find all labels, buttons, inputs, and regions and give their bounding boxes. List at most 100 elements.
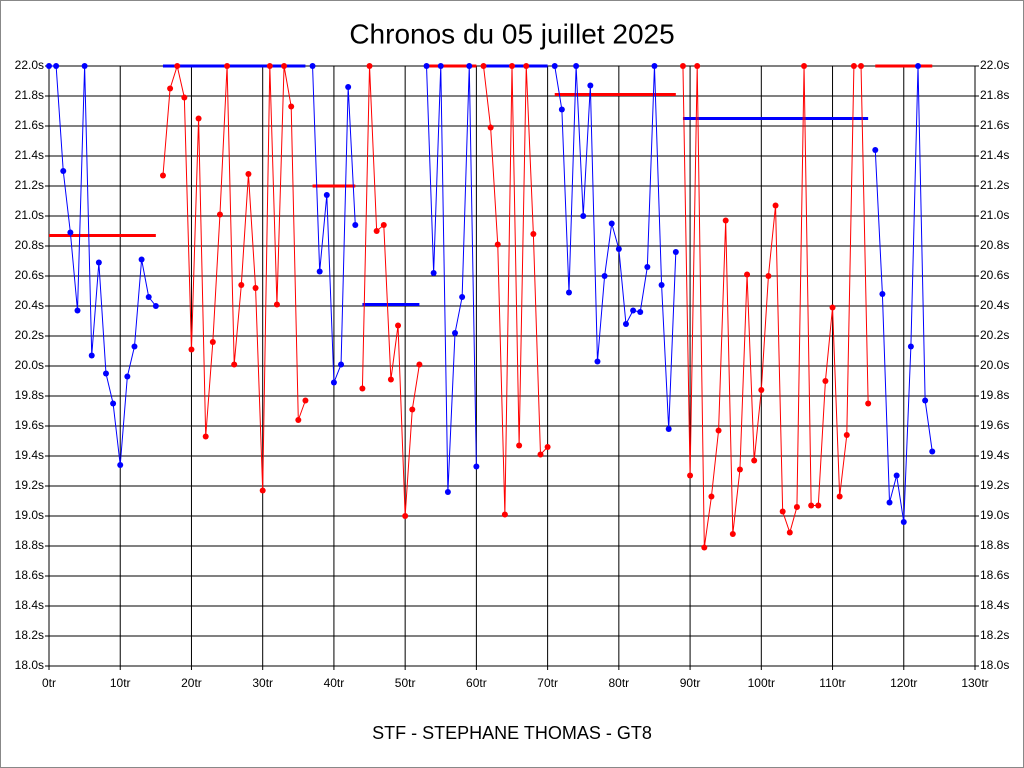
lap-point [416, 361, 423, 368]
x-tick-label: 60tr [466, 676, 487, 690]
y2-tick-label: 19.8s [980, 388, 1009, 402]
lap-point [281, 63, 288, 69]
x-tick-label: 110tr [819, 676, 845, 690]
y-tick-label: 22.0s [15, 58, 44, 72]
lap-point [829, 304, 836, 311]
y-tick-label: 18.8s [15, 538, 44, 552]
lap-point [309, 63, 316, 69]
y2-tick-label: 18.0s [980, 658, 1009, 672]
lap-point [266, 63, 273, 69]
y-tick-label: 19.4s [15, 448, 44, 462]
lap-point [88, 352, 95, 359]
lap-point [387, 376, 394, 383]
lap-point [530, 231, 537, 237]
lap-point [473, 463, 480, 470]
lap-point [665, 426, 672, 432]
lap-point [466, 63, 473, 69]
lap-point [74, 307, 81, 314]
lap-point [850, 63, 857, 69]
lap-point [409, 406, 416, 413]
chart-footer: STF - STEPHANE THOMAS - GT8 [372, 723, 652, 743]
lap-point [46, 63, 52, 69]
lap-point [594, 358, 601, 365]
lap-point [81, 63, 88, 69]
y2-tick-label: 21.6s [980, 118, 1009, 132]
lap-point [644, 264, 651, 270]
lap-point [174, 63, 181, 69]
y2-tick-label: 20.6s [980, 268, 1009, 282]
lap-point [359, 385, 366, 392]
lap-point [679, 63, 686, 69]
x-tick-label: 30tr [252, 676, 273, 690]
y2-tick-label: 22.0s [980, 58, 1009, 72]
lap-point [836, 493, 843, 500]
lap-point [772, 202, 779, 209]
lap-point [915, 63, 922, 69]
lap-point [580, 213, 587, 219]
lap-line [483, 65, 548, 515]
lap-point [565, 289, 572, 296]
lap-point [694, 63, 701, 69]
lap-point [779, 508, 786, 515]
x-tick-label: 80tr [609, 676, 630, 690]
lap-point [651, 63, 658, 69]
y2-tick-label: 19.6s [980, 418, 1009, 432]
lap-point [437, 63, 444, 69]
lap-point [480, 63, 487, 69]
lap-point [808, 502, 815, 509]
lap-point [202, 433, 209, 440]
lap-point [53, 63, 60, 69]
y-tick-label: 18.2s [15, 628, 44, 642]
y2-tick-label: 18.8s [980, 538, 1009, 552]
lap-point [558, 106, 565, 113]
y-tick-label: 20.2s [15, 328, 44, 342]
y-tick-label: 21.8s [15, 88, 44, 102]
lap-point [224, 63, 231, 69]
lap-point [330, 379, 337, 386]
lap-point [879, 291, 886, 297]
lap-point [765, 273, 772, 279]
lap-point [124, 373, 131, 380]
lap-point [423, 63, 430, 69]
y-tick-label: 20.6s [15, 268, 44, 282]
lap-point [102, 370, 109, 377]
x-tick-label: 10tr [110, 676, 131, 690]
lap-point [152, 303, 159, 309]
y2-tick-label: 19.0s [980, 508, 1009, 522]
lap-point [601, 273, 608, 279]
y-tick-label: 20.0s [15, 358, 44, 372]
x-tick-label: 100tr [748, 676, 775, 690]
y-tick-label: 20.8s [15, 238, 44, 252]
lap-point [715, 427, 722, 434]
x-tick-label: 70tr [537, 676, 558, 690]
lap-point [338, 361, 345, 368]
lap-point [701, 544, 708, 551]
y-tick-label: 19.6s [15, 418, 44, 432]
lap-point [302, 397, 309, 404]
lap-point [687, 472, 694, 479]
lap-point [858, 63, 865, 69]
lap-point [395, 322, 402, 329]
y2-tick-label: 21.8s [980, 88, 1009, 102]
lap-point [195, 115, 202, 122]
lap-point [843, 432, 850, 438]
lap-point [608, 220, 615, 227]
lap-point [380, 222, 387, 228]
lap-point [907, 343, 914, 350]
lap-point [487, 124, 494, 131]
lap-point [893, 472, 900, 479]
lap-point [110, 400, 117, 407]
lap-point [352, 222, 359, 228]
lap-point [295, 417, 302, 423]
y2-tick-label: 18.2s [980, 628, 1009, 642]
y-tick-label: 20.4s [15, 298, 44, 312]
lap-point [67, 229, 74, 236]
lap-point [501, 511, 508, 518]
x-tick-label: 120tr [890, 676, 917, 690]
lap-point [865, 400, 872, 407]
y-tick-label: 18.6s [15, 568, 44, 582]
lap-point [573, 63, 580, 69]
lap-point [288, 103, 295, 110]
lap-point [209, 339, 216, 345]
y2-tick-label: 20.4s [980, 298, 1009, 312]
